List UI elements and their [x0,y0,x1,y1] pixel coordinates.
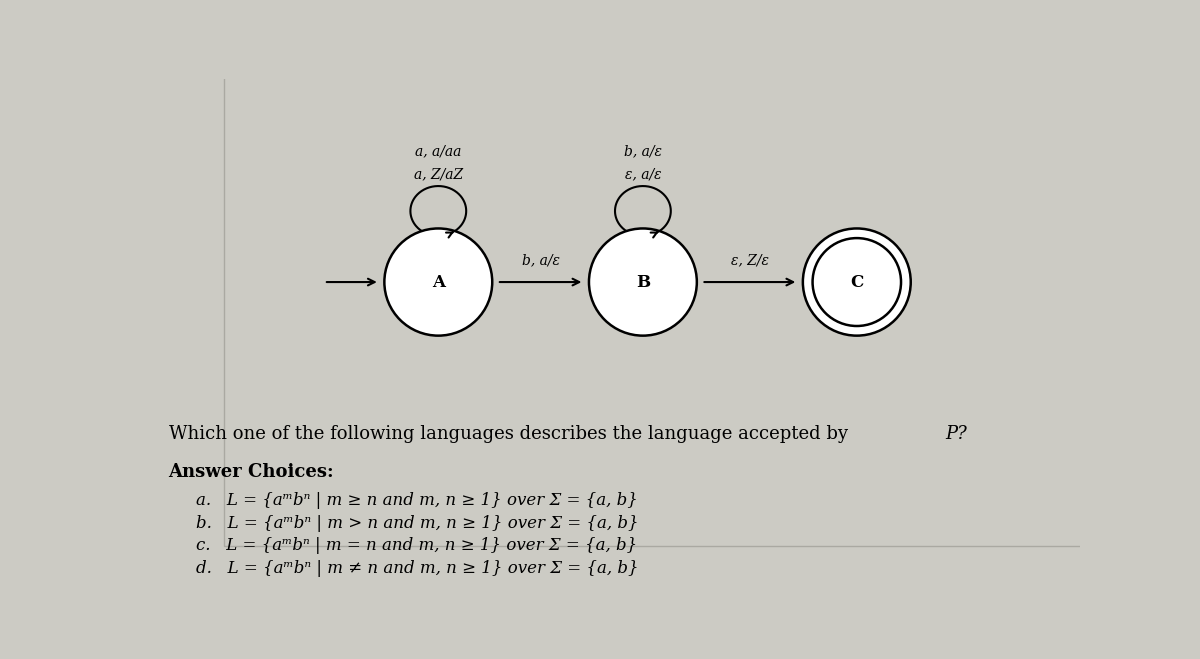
Text: b.   L = {aᵐbⁿ | m > n and m, n ≥ 1} over Σ = {a, b}: b. L = {aᵐbⁿ | m > n and m, n ≥ 1} over … [197,515,640,532]
Text: B: B [636,273,650,291]
Text: A: A [432,273,445,291]
Text: Answer Choices:: Answer Choices: [168,463,335,481]
Text: a, a/aa: a, a/aa [415,144,462,158]
Text: Which one of the following languages describes the language accepted by: Which one of the following languages des… [168,425,853,444]
Text: P?: P? [946,425,967,444]
Text: c.   L = {aᵐbⁿ | m = n and m, n ≥ 1} over Σ = {a, b}: c. L = {aᵐbⁿ | m = n and m, n ≥ 1} over … [197,538,637,554]
Text: b, a/ε: b, a/ε [624,144,662,158]
FancyBboxPatch shape [224,0,1200,546]
Text: ε, a/ε: ε, a/ε [624,167,661,181]
Text: a, Z/aZ: a, Z/aZ [414,167,463,181]
Text: a.   L = {aᵐbⁿ | m ≥ n and m, n ≥ 1} over Σ = {a, b}: a. L = {aᵐbⁿ | m ≥ n and m, n ≥ 1} over … [197,492,638,509]
Text: b, a/ε: b, a/ε [522,253,559,267]
Ellipse shape [803,229,911,335]
Text: d.   L = {aᵐbⁿ | m ≠ n and m, n ≥ 1} over Σ = {a, b}: d. L = {aᵐbⁿ | m ≠ n and m, n ≥ 1} over … [197,560,640,577]
Ellipse shape [384,229,492,335]
Text: ε, Z/ε: ε, Z/ε [731,253,769,267]
Text: C: C [850,273,864,291]
Ellipse shape [589,229,697,335]
